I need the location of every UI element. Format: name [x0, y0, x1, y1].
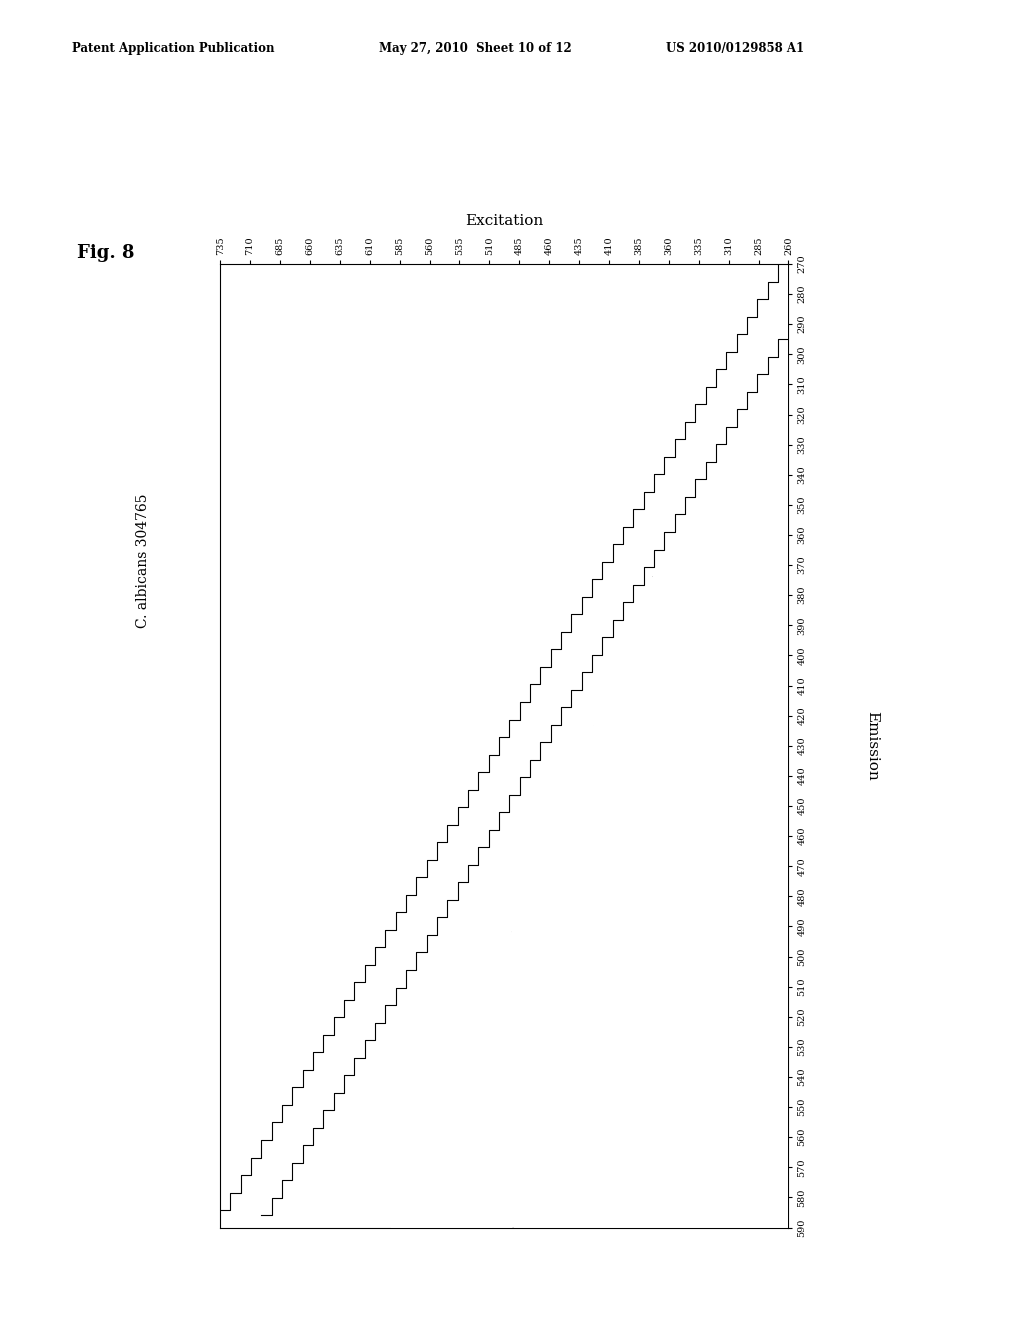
X-axis label: Excitation: Excitation: [465, 214, 544, 228]
Text: Fig. 8: Fig. 8: [77, 244, 134, 263]
Polygon shape: [220, 264, 788, 1228]
Text: C. albicans 304765: C. albicans 304765: [136, 494, 151, 628]
Text: US 2010/0129858 A1: US 2010/0129858 A1: [666, 42, 804, 55]
Y-axis label: Emission: Emission: [865, 711, 879, 780]
Text: Patent Application Publication: Patent Application Publication: [72, 42, 274, 55]
Text: May 27, 2010  Sheet 10 of 12: May 27, 2010 Sheet 10 of 12: [379, 42, 571, 55]
